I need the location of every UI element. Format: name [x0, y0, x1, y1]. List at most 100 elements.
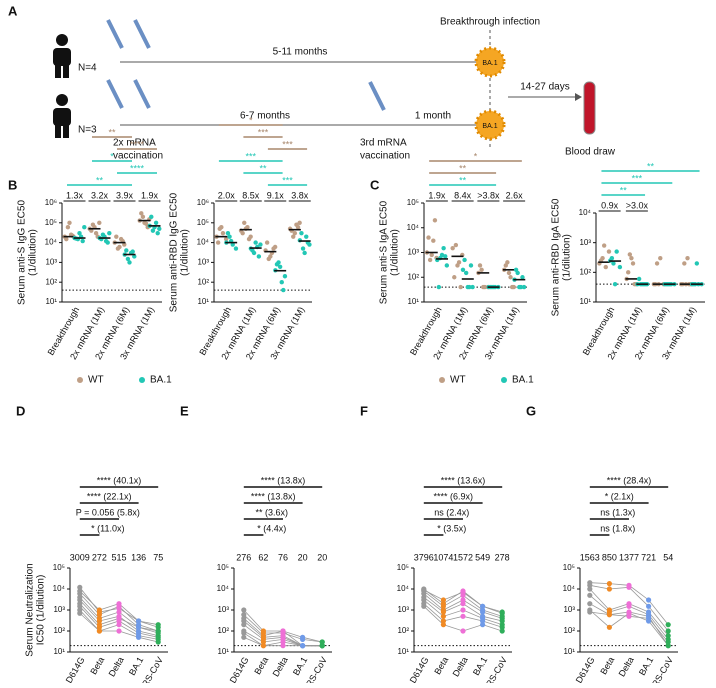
point — [319, 643, 325, 649]
fold-label: 9.1x — [267, 190, 285, 200]
point — [114, 234, 119, 239]
point — [517, 284, 522, 290]
comparison-label: ** (3.6x) — [256, 507, 289, 517]
point — [481, 284, 486, 290]
point — [421, 603, 427, 609]
point — [440, 618, 446, 624]
comparison-label: **** (13.6x) — [441, 475, 486, 485]
point — [300, 246, 306, 251]
vaccination-label: 2x mRNA — [113, 138, 156, 149]
point — [89, 228, 94, 233]
point — [440, 609, 446, 615]
legend-label: BA.1 — [150, 375, 172, 386]
gmt-label: 136 — [131, 552, 146, 562]
gmt-label: 1563 — [580, 552, 600, 562]
legend-marker — [439, 377, 445, 383]
point — [480, 622, 486, 628]
gmt-label: 1377 — [619, 552, 639, 562]
point — [82, 224, 87, 230]
point — [587, 601, 593, 607]
y-tick-label: 10³ — [407, 248, 419, 257]
y-tick-label: 10⁴ — [45, 238, 58, 247]
y-axis-label: Serum anti-RBD IgA EC50 — [551, 198, 562, 316]
gmt-label: 76 — [278, 552, 288, 562]
point — [241, 618, 247, 624]
gmt-label: 278 — [495, 552, 510, 562]
y-axis-label: Serum anti-S IgA EC50 — [379, 200, 390, 304]
panel-letter: D — [16, 403, 25, 418]
comparison-label: ** — [459, 175, 467, 185]
x-tick-label: D614G — [408, 655, 431, 683]
virus — [474, 109, 506, 141]
y-tick-label: 10¹ — [579, 297, 591, 306]
y-tick-label: 10¹ — [563, 647, 575, 656]
interval: 1 month — [415, 111, 451, 122]
point — [587, 586, 593, 592]
y-tick-label: 10¹ — [407, 297, 419, 306]
legend-label: BA.1 — [512, 375, 534, 386]
point — [122, 242, 127, 247]
point — [223, 236, 229, 242]
point — [626, 613, 632, 619]
comparison-label: ** — [620, 185, 628, 195]
x-tick-label: D614G — [228, 655, 251, 683]
variant: BA.1 — [482, 60, 497, 67]
comparison-label: **** (13.8x) — [251, 491, 296, 501]
fold-label: 3.2x — [91, 190, 109, 200]
point — [432, 218, 438, 223]
gmt-label: 62 — [258, 552, 268, 562]
y-tick-label: 10² — [579, 267, 591, 276]
y-tick-label: 10⁵ — [197, 218, 209, 227]
y-tick-label: 10² — [407, 272, 419, 281]
syringes — [106, 19, 386, 111]
point — [260, 643, 266, 649]
point — [155, 230, 160, 236]
point — [440, 597, 446, 603]
point — [646, 615, 652, 621]
point — [477, 263, 483, 268]
panel-letter: C — [370, 177, 380, 192]
point — [520, 275, 525, 280]
point — [606, 581, 613, 587]
interval: 5-11 months — [273, 47, 328, 58]
point — [300, 643, 306, 649]
comparison-label: * (3.5x) — [437, 523, 466, 533]
point — [77, 610, 83, 616]
y-tick-label: 10¹ — [397, 647, 409, 656]
point — [685, 255, 690, 261]
point — [468, 263, 474, 268]
y-tick-label: 10³ — [563, 605, 575, 614]
comparison-label: **** — [130, 163, 145, 173]
point — [421, 591, 427, 597]
point — [271, 246, 276, 251]
point — [601, 243, 607, 248]
point — [291, 234, 296, 239]
gmt-label: 20 — [317, 552, 327, 562]
point — [241, 607, 247, 613]
gmt-label: 272 — [92, 552, 107, 562]
point — [241, 612, 247, 618]
point — [470, 284, 475, 290]
vaccination-label: vaccination — [360, 151, 410, 162]
point — [444, 263, 450, 268]
x-tick-label: BA.1 — [471, 655, 489, 677]
legend-marker — [501, 377, 507, 383]
point — [646, 597, 652, 603]
panel-letter: E — [180, 403, 189, 418]
point — [636, 276, 642, 282]
point — [77, 230, 82, 236]
point — [302, 250, 307, 256]
panel-a: A N=4 N=3 5-11 months 6-7 months 1 month… — [8, 3, 616, 161]
point — [77, 591, 83, 597]
person-icon — [53, 94, 71, 138]
point — [443, 254, 448, 259]
x-tick-label: Delta — [451, 655, 470, 678]
gmt-label: 850 — [602, 552, 617, 562]
y-tick-label: 10³ — [397, 605, 409, 614]
gmt-label: 515 — [111, 552, 126, 562]
fold-label: 8.4x — [454, 190, 472, 200]
y-tick-label: 10⁵ — [397, 563, 409, 572]
y-tick-label: 10² — [53, 626, 65, 635]
point — [603, 264, 608, 270]
point — [230, 242, 235, 247]
